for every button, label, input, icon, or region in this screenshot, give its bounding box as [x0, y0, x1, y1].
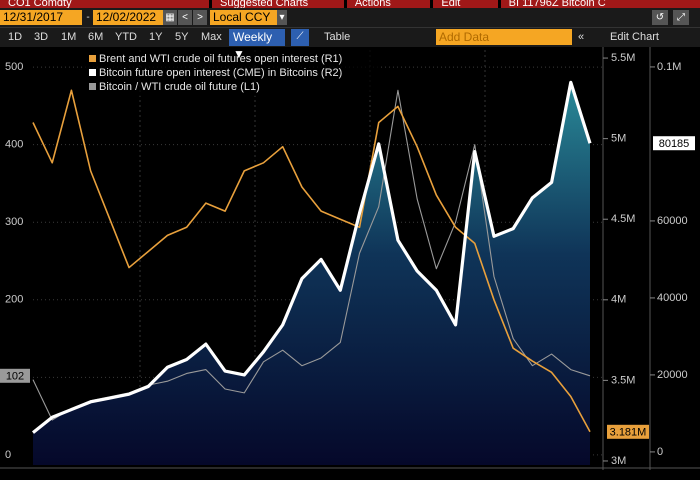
- currency-select[interactable]: Local CCY: [210, 10, 280, 25]
- period-button[interactable]: 6M: [88, 31, 104, 43]
- last-value-box: [653, 136, 695, 151]
- last-value-label: 102: [6, 371, 24, 383]
- y3-tick-label: 0: [657, 446, 663, 458]
- y2-tick-label: 4M: [611, 294, 626, 306]
- expand-button[interactable]: ⤢: [673, 10, 689, 25]
- last-value-label: 3.181M: [610, 427, 647, 439]
- y2-tick-label: 5M: [611, 133, 626, 145]
- end-date[interactable]: 12/02/2022: [93, 10, 165, 25]
- date-separator: -: [86, 12, 90, 23]
- legend-swatch: [89, 83, 96, 90]
- y3-tick-label: 60000: [657, 215, 688, 227]
- start-date[interactable]: 12/31/2017: [0, 10, 82, 25]
- tab[interactable]: Suggested Charts: [212, 0, 344, 8]
- y2-tick-label: 5.5M: [611, 52, 635, 64]
- add-data-input[interactable]: Add Data: [436, 29, 572, 45]
- y2-tick-label: 3M: [611, 455, 626, 467]
- calendar-button[interactable]: ▦: [163, 10, 177, 25]
- tab[interactable]: Edit: [433, 0, 498, 8]
- next-button[interactable]: >: [193, 10, 207, 25]
- undo-button[interactable]: ↺: [652, 10, 668, 25]
- legend-background: [84, 50, 380, 96]
- tab-bar: CO1 Comdty Suggested Charts Actions Edit…: [0, 0, 700, 8]
- chart-type-button[interactable]: ⟋: [291, 29, 309, 46]
- legend-label: Bitcoin / WTI crude oil future (L1): [99, 81, 260, 93]
- period-button[interactable]: 3D: [34, 31, 49, 43]
- series-line: [32, 89, 591, 433]
- period-button[interactable]: 1Y: [149, 31, 163, 43]
- last-value-box: [607, 424, 649, 439]
- last-value-label: 80185: [659, 138, 690, 150]
- date-bar: 12/31/2017 - 12/02/2022 ▦ < > Local CCY …: [0, 8, 700, 27]
- last-value-box: [0, 368, 30, 383]
- table-button[interactable]: Table: [324, 31, 351, 43]
- y-tick-label: 200: [5, 294, 23, 306]
- y2-tick-label: 4.5M: [611, 213, 635, 225]
- edit-chart-button[interactable]: Edit Chart: [610, 31, 659, 43]
- y-tick-label: 0: [5, 449, 11, 461]
- period-button[interactable]: Max: [201, 31, 222, 43]
- y3-tick-label: 0.1M: [657, 61, 681, 73]
- toolbar: 1D 3D 1M 6M YTD 1Y 5Y Max Weekly ▼ ⟋ Tab…: [0, 27, 700, 61]
- y2-tick-label: 3.5M: [611, 374, 635, 386]
- prev-button[interactable]: <: [178, 10, 192, 25]
- area-fill: [33, 82, 590, 466]
- tab[interactable]: Actions: [346, 0, 431, 8]
- currency-dropdown[interactable]: ▾: [277, 10, 287, 25]
- y-tick-label: 500: [5, 61, 23, 73]
- tab[interactable]: CO1 Comdty: [0, 0, 210, 8]
- y3-tick-label: 20000: [657, 369, 688, 381]
- collapse-button[interactable]: «: [578, 31, 585, 43]
- legend-label: Bitcoin future open interest (CME) in Bi…: [99, 67, 342, 79]
- period-button[interactable]: 5Y: [175, 31, 189, 43]
- y-tick-label: 300: [5, 216, 23, 228]
- legend-label: Brent and WTI crude oil futures open int…: [99, 53, 342, 65]
- series-line: [31, 80, 592, 434]
- legend-swatch: [89, 69, 96, 76]
- tab[interactable]: BI 11796Z Bitcoin C: [500, 0, 700, 8]
- legend: Brent and WTI crude oil futures open int…: [84, 50, 380, 96]
- period-button[interactable]: 1D: [8, 31, 23, 43]
- legend-swatch: [89, 55, 96, 62]
- y3-tick-label: 40000: [657, 292, 688, 304]
- y-tick-label: 400: [5, 139, 23, 151]
- frequency-select[interactable]: Weekly ▼: [229, 29, 285, 61]
- period-button[interactable]: YTD: [115, 31, 137, 43]
- period-button[interactable]: 1M: [61, 31, 77, 43]
